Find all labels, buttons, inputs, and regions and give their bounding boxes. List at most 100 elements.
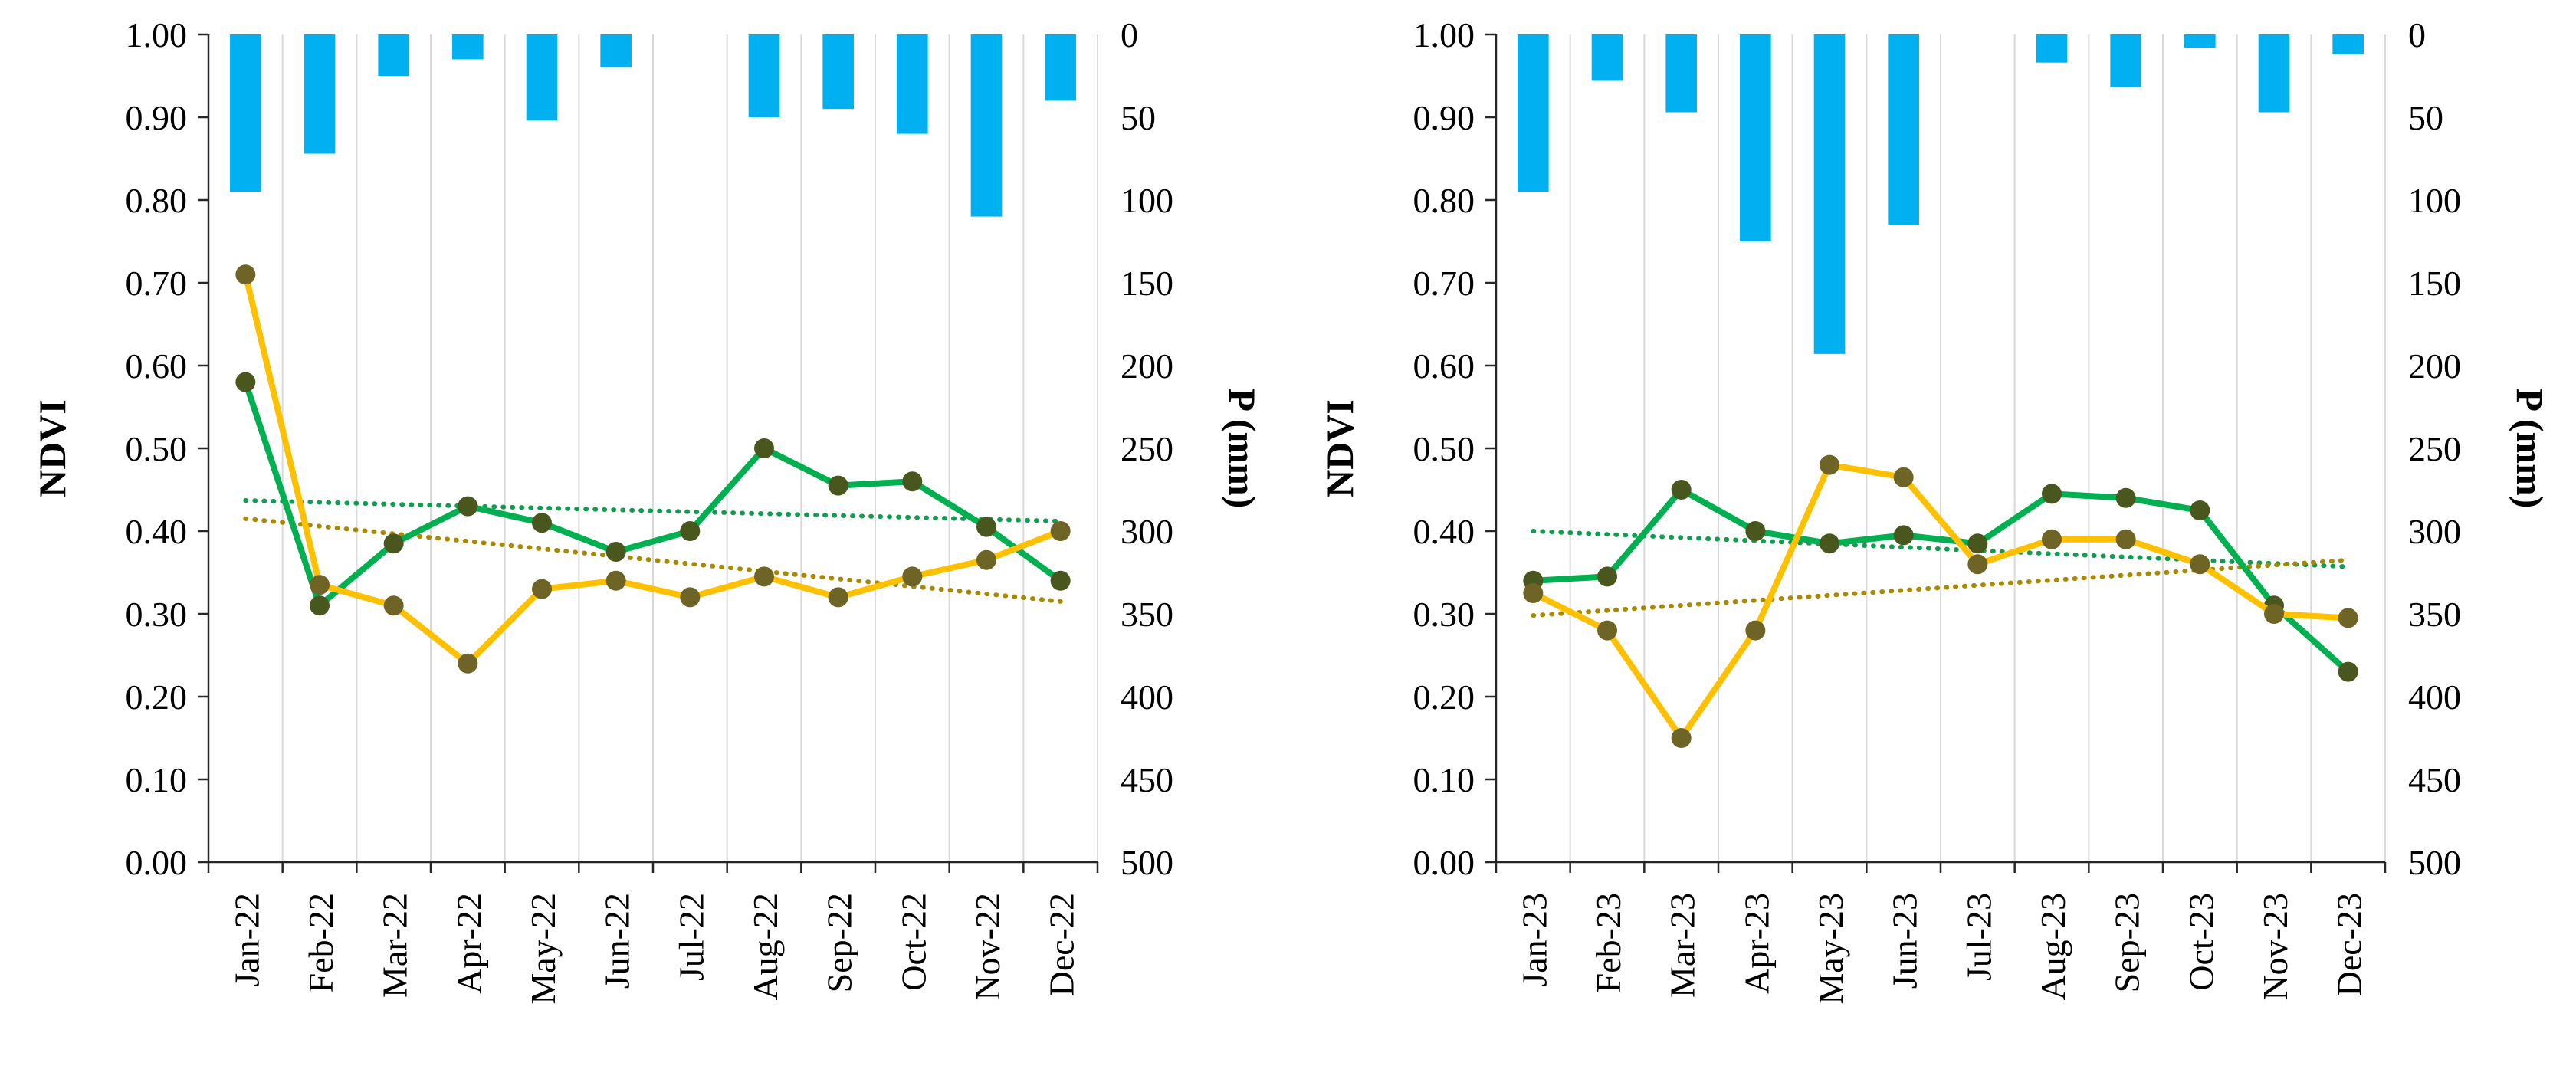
right-axis-tick-label: 250 [2408,429,2461,468]
x-axis-label: Jan-22 [227,893,266,987]
right-axis-tick-label: 400 [2408,677,2461,717]
marker-ndvi-green-Aug-22 [754,438,774,458]
right-axis-tick-label: 450 [2408,760,2461,799]
marker-ndvi-green-Sep-22 [828,475,848,496]
marker-ndvi-green-May-23 [1820,533,1839,554]
left-axis-tick-label: 0.90 [1413,98,1475,137]
right-axis-tick-label: 300 [1121,512,1173,551]
left-axis-tick-label: 0.40 [1413,512,1475,551]
marker-ndvi-green-Oct-23 [2190,500,2210,520]
right-axis-title: P (mm) [1221,389,1264,509]
right-axis-tick-label: 300 [2408,512,2461,551]
marker-ndvi-green-Sep-23 [2115,487,2136,508]
bar-precipitation-Feb-22 [304,34,336,154]
marker-ndvi-green-Apr-22 [458,496,478,517]
x-axis-label: Sep-22 [820,893,859,992]
x-axis-label: Apr-22 [449,893,488,994]
marker-ndvi-yellow-Oct-22 [902,566,923,587]
x-axis-label: Jun-23 [1885,893,1925,989]
right-axis-tick-label: 100 [2408,181,2461,220]
marker-ndvi-green-Oct-22 [902,471,923,492]
bar-precipitation-Jan-22 [230,34,261,192]
left-axis-tick-label: 0.40 [126,512,188,551]
marker-ndvi-yellow-Dec-23 [2338,608,2358,628]
x-axis-label: May-22 [523,893,563,1005]
right-axis-tick-label: 0 [1121,15,1138,54]
left-axis-tick-label: 0.90 [126,98,188,137]
marker-ndvi-yellow-Nov-22 [976,549,996,570]
trendline-ndvi-green [243,498,1063,524]
right-axis-tick-label: 0 [2408,15,2426,54]
x-axis-label: Aug-22 [746,893,785,1001]
bar-precipitation-Nov-22 [970,34,1003,217]
right-axis-tick-label: 200 [2408,346,2461,385]
trendline-ndvi-yellow [243,516,1063,604]
marker-ndvi-green-Nov-22 [976,517,996,537]
chart-2023-svg: 1.00 0.90 0.80 0.70 0.60 0.50 0.40 0.30 0.20 0.10… [1318,15,2551,1005]
left-axis-tick-label: 0.80 [126,181,188,220]
bar-precipitation-Sep-22 [822,34,854,110]
bar-precipitation-May-22 [526,34,558,121]
marker-ndvi-yellow-May-23 [1820,454,1839,475]
bar-precipitation-Dec-23 [2332,34,2364,54]
right-axis-title: P (mm) [2509,389,2551,509]
left-axis-tick-label: 1.00 [1413,15,1475,54]
chart-2022-svg: 1.00 0.90 0.80 0.70 0.60 0.50 0.40 0.30 0.20 0.10… [31,15,1264,1005]
bar-precipitation-Mar-22 [378,34,409,76]
x-axis-label: Feb-23 [1589,893,1628,992]
x-axis-label: May-23 [1811,893,1850,1005]
left-axis-tick-label: 0.80 [1413,181,1475,220]
left-axis-tick-label: 1.00 [126,15,188,54]
marker-ndvi-green-May-22 [532,513,552,533]
right-axis-tick-label: 100 [1121,181,1173,220]
right-axis-tick-label: 350 [1121,595,1173,634]
marker-ndvi-yellow-Feb-22 [310,575,330,595]
x-axis-label: Sep-23 [2108,893,2147,992]
marker-ndvi-yellow-Jun-22 [605,570,626,591]
right-axis-tick-label: 250 [1121,429,1173,468]
bar-precipitation-Jun-23 [1888,34,1919,225]
left-axis-tick-label: 0.60 [1413,346,1475,385]
marker-ndvi-yellow-Apr-23 [1745,620,1766,641]
left-axis-tick-label: 0.60 [126,346,188,385]
x-axis-label: Jul-22 [671,893,710,981]
marker-ndvi-green-Mar-22 [383,533,404,554]
marker-ndvi-green-Jul-22 [680,521,701,541]
chart-panel-2022: 1.00 0.90 0.80 0.70 0.60 0.50 0.40 0.30 0.20 0.10… [31,15,1264,1005]
marker-ndvi-green-Jul-23 [1967,533,1988,554]
left-axis-tick-label: 0.50 [1413,429,1475,468]
bar-precipitation-Oct-23 [2184,34,2216,48]
marker-ndvi-yellow-Aug-23 [2042,529,2062,549]
left-axis-tick-label: 0.00 [126,843,188,882]
x-axis-label: Aug-23 [2033,893,2072,1001]
bar-precipitation-Aug-23 [2036,34,2068,63]
bar-precipitation-Nov-23 [2258,34,2290,113]
marker-ndvi-yellow-Apr-22 [458,653,478,674]
left-axis-title: NDVI [31,399,74,497]
x-axis-label: Jan-23 [1514,893,1554,987]
left-axis-tick-label: 0.70 [126,264,188,303]
x-axis-label: Dec-23 [2330,893,2369,996]
marker-ndvi-yellow-Jan-22 [235,264,256,285]
x-axis-label: Nov-22 [968,893,1007,1001]
marker-ndvi-yellow-Mar-22 [383,595,404,616]
x-axis-label: Nov-23 [2256,893,2295,1001]
right-axis-tick-label: 400 [1121,677,1173,717]
x-axis-label: Oct-22 [894,893,933,991]
marker-ndvi-green-Mar-23 [1671,480,1692,500]
trendline-ndvi-green [1531,529,2351,569]
right-axis-tick-label: 50 [2408,98,2443,137]
left-axis-tick-label: 0.30 [1413,595,1475,634]
marker-ndvi-green-Jan-22 [235,372,256,392]
marker-ndvi-yellow-Aug-22 [754,566,774,587]
bar-precipitation-Jun-22 [600,34,632,68]
right-axis-tick-label: 450 [1121,760,1173,799]
right-axis-tick-label: 150 [1121,264,1173,303]
marker-ndvi-yellow-Sep-22 [828,587,848,608]
line-ndvi-yellow [242,271,1064,667]
marker-ndvi-yellow-Jun-23 [1893,467,1914,487]
marker-ndvi-yellow-May-22 [532,579,552,599]
x-axis-label: Feb-22 [301,893,340,992]
left-axis-tick-label: 0.20 [126,677,188,717]
x-axis-label: Mar-23 [1663,893,1702,998]
